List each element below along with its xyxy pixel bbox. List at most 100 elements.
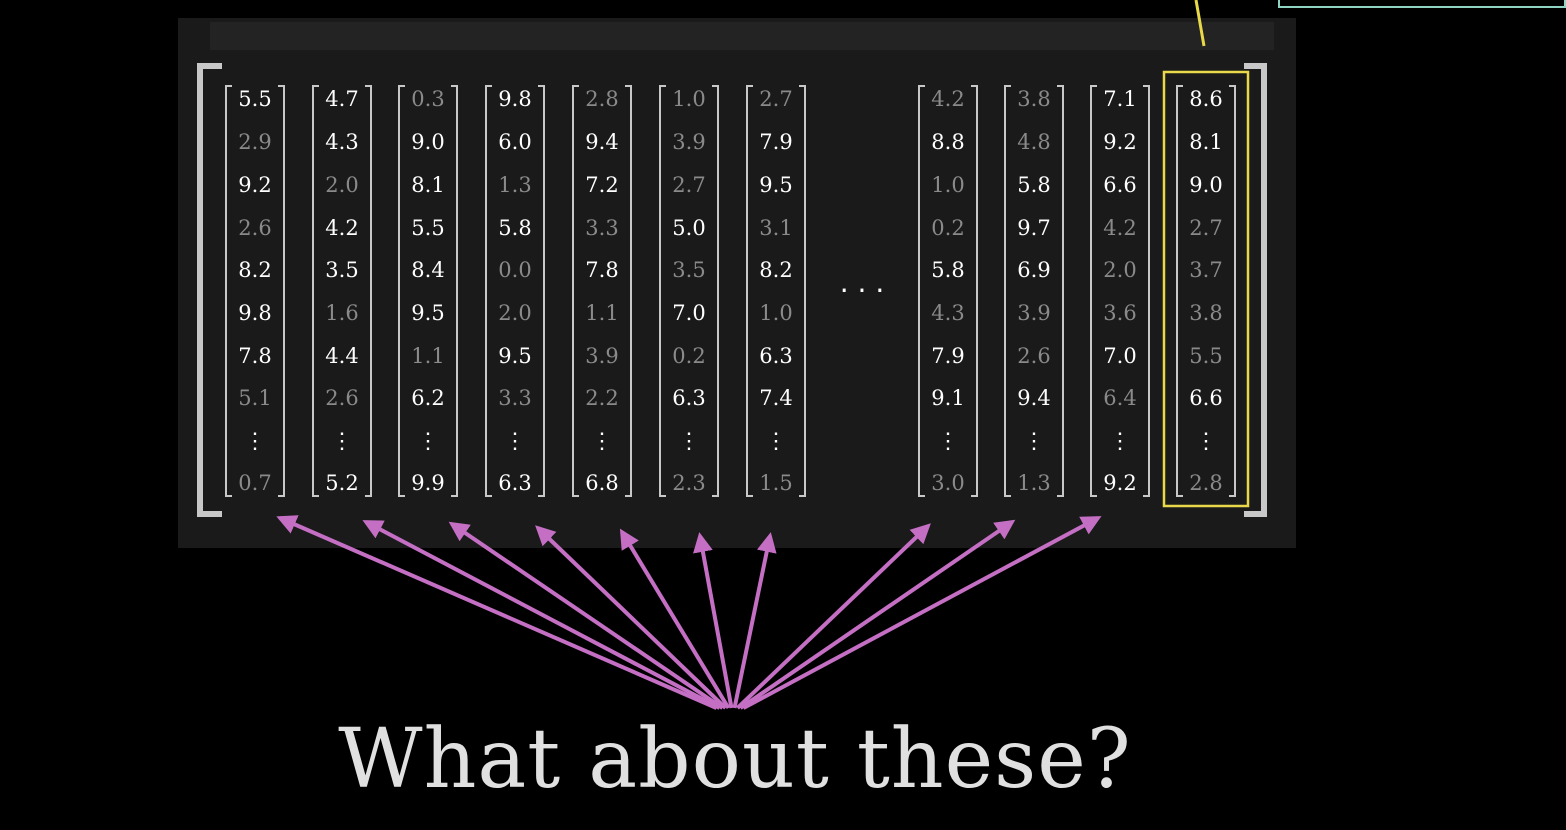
matrix-cell: 7.9 xyxy=(759,130,792,154)
column-vector-6: 1.0 3.9 2.7 5.0 3.5 7.0 0.2 6.3 ⋮ 2.3 xyxy=(659,85,719,497)
column-left-bracket xyxy=(485,85,492,497)
vertical-ellipsis: ⋮ xyxy=(1109,429,1131,454)
matrix-cell: 1.3 xyxy=(1017,471,1050,495)
matrix-cell: 5.0 xyxy=(672,216,705,240)
pointer-arrow xyxy=(732,532,777,709)
column-vector-3: 0.3 9.0 8.1 5.5 8.4 9.5 1.1 6.2 ⋮ 9.9 xyxy=(398,85,458,497)
column-right-bracket xyxy=(625,85,632,497)
matrix-cell: 6.6 xyxy=(1103,173,1136,197)
matrix-cell: 1.0 xyxy=(672,87,705,111)
matrix-panel xyxy=(178,18,1296,548)
partial-teal-box xyxy=(1278,0,1566,8)
vertical-ellipsis: ⋮ xyxy=(765,429,787,454)
matrix-cell: 1.1 xyxy=(585,301,618,325)
matrix-cell: 5.5 xyxy=(238,87,271,111)
matrix-cell: 0.0 xyxy=(498,258,531,282)
column-right-bracket xyxy=(278,85,285,497)
matrix-cell: 2.0 xyxy=(1103,258,1136,282)
matrix-cell: 3.8 xyxy=(1017,87,1050,111)
column-left-bracket xyxy=(225,85,232,497)
column-left-bracket xyxy=(746,85,753,497)
matrix-cell: 7.9 xyxy=(931,344,964,368)
vertical-ellipsis: ⋮ xyxy=(244,429,266,454)
column-vector-10: 7.1 9.2 6.6 4.2 2.0 3.6 7.0 6.4 ⋮ 9.2 xyxy=(1090,85,1150,497)
outer-left-bracket xyxy=(197,63,222,517)
matrix-cell: 2.7 xyxy=(759,87,792,111)
column-left-bracket xyxy=(1090,85,1097,497)
matrix-cell: 3.0 xyxy=(931,471,964,495)
matrix-cell: 6.3 xyxy=(672,386,705,410)
column-left-bracket xyxy=(312,85,319,497)
matrix-cell: 4.2 xyxy=(1103,216,1136,240)
column-vector-5: 2.8 9.4 7.2 3.3 7.8 1.1 3.9 2.2 ⋮ 6.8 xyxy=(572,85,632,497)
matrix-cell: 8.6 xyxy=(1189,87,1222,111)
matrix-cell: 4.3 xyxy=(325,130,358,154)
matrix-cell: 9.2 xyxy=(1103,130,1136,154)
pointer-arrow xyxy=(535,525,727,710)
matrix-cell: 6.2 xyxy=(411,386,444,410)
matrix-cell: 7.8 xyxy=(585,258,618,282)
vertical-ellipsis: ⋮ xyxy=(591,429,613,454)
highlight-pointer-line xyxy=(1194,0,1206,47)
matrix-cell: 1.0 xyxy=(931,173,964,197)
column-right-bracket xyxy=(799,85,806,497)
matrix-cell: 8.2 xyxy=(759,258,792,282)
pointer-arrow xyxy=(739,519,1016,710)
matrix-cell: 5.8 xyxy=(1017,173,1050,197)
highlight-box xyxy=(1162,70,1250,508)
column-vector-4: 9.8 6.0 1.3 5.8 0.0 2.0 9.5 3.3 ⋮ 6.3 xyxy=(485,85,545,497)
matrix-cell: 3.9 xyxy=(585,344,618,368)
column-right-bracket xyxy=(451,85,458,497)
matrix-cell: 1.6 xyxy=(325,301,358,325)
vertical-ellipsis: ⋮ xyxy=(678,429,700,454)
matrix-cell: 0.7 xyxy=(238,471,271,495)
matrix-cell: 9.9 xyxy=(411,471,444,495)
matrix-cell: 5.1 xyxy=(238,386,271,410)
column-vector-1: 5.5 2.9 9.2 2.6 8.2 9.8 7.8 5.1 ⋮ 0.7 xyxy=(225,85,285,497)
column-right-bracket xyxy=(971,85,978,497)
matrix-cell: 9.2 xyxy=(1103,471,1136,495)
column-vector-2: 4.7 4.3 2.0 4.2 3.5 1.6 4.4 2.6 ⋮ 5.2 xyxy=(312,85,372,497)
vertical-ellipsis: ⋮ xyxy=(331,429,353,454)
matrix-cell: 2.6 xyxy=(238,216,271,240)
matrix-cell: 2.9 xyxy=(238,130,271,154)
matrix-cell: 9.8 xyxy=(238,301,271,325)
pointer-arrow xyxy=(362,520,721,710)
matrix-cell: 2.8 xyxy=(585,87,618,111)
matrix-cell: 3.3 xyxy=(585,216,618,240)
column-right-bracket xyxy=(1229,85,1236,497)
column-right-bracket xyxy=(1057,85,1064,497)
matrix-cell: 3.1 xyxy=(759,216,792,240)
matrix-cell: 3.8 xyxy=(1189,301,1222,325)
matrix-cell: 6.8 xyxy=(585,471,618,495)
column-right-bracket xyxy=(712,85,719,497)
matrix-cell: 9.5 xyxy=(759,173,792,197)
matrix-cell: 8.8 xyxy=(931,130,964,154)
matrix-cell: 6.3 xyxy=(498,471,531,495)
vertical-ellipsis: ⋮ xyxy=(1195,429,1217,454)
matrix-cell: 2.7 xyxy=(672,173,705,197)
matrix-cell: 2.6 xyxy=(325,386,358,410)
pointer-arrow xyxy=(448,521,724,710)
vertical-ellipsis: ⋮ xyxy=(1023,429,1045,454)
matrix-cell: 9.5 xyxy=(411,301,444,325)
matrix-cell: 5.8 xyxy=(498,216,531,240)
matrix-cell: 8.2 xyxy=(238,258,271,282)
matrix-cell: 6.3 xyxy=(759,344,792,368)
matrix-cell: 4.7 xyxy=(325,87,358,111)
matrix-cell: 3.5 xyxy=(672,258,705,282)
matrix-cell: 5.5 xyxy=(411,216,444,240)
matrix-cell: 4.3 xyxy=(931,301,964,325)
matrix-cell: 7.1 xyxy=(1103,87,1136,111)
pointer-arrow xyxy=(276,515,718,710)
column-left-bracket xyxy=(659,85,666,497)
matrix-cell: 0.2 xyxy=(672,344,705,368)
panel-top-shade xyxy=(210,22,1274,50)
column-vector-8: 4.2 8.8 1.0 0.2 5.8 4.3 7.9 9.1 ⋮ 3.0 xyxy=(918,85,978,497)
matrix-cell: 5.2 xyxy=(325,471,358,495)
column-right-bracket xyxy=(1143,85,1150,497)
matrix-cell: 2.2 xyxy=(585,386,618,410)
matrix-cell: 7.4 xyxy=(759,386,792,410)
matrix-cell: 8.1 xyxy=(1189,130,1222,154)
column-left-bracket xyxy=(918,85,925,497)
